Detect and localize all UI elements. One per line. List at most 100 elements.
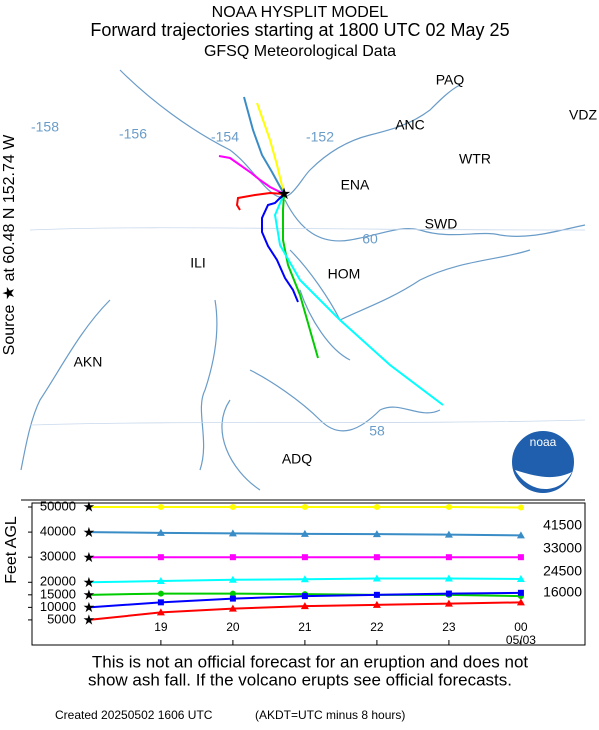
footer-line: This is not an official forecast for an … <box>92 652 529 671</box>
place-label: ILI <box>190 255 206 271</box>
point <box>372 530 381 538</box>
point <box>373 504 380 511</box>
point <box>300 529 309 537</box>
point <box>157 590 164 597</box>
point <box>229 590 236 597</box>
point <box>229 554 236 561</box>
point <box>157 599 164 606</box>
x-tick-label: 22 <box>370 620 384 634</box>
trajectory <box>261 193 299 303</box>
source-star: ★ <box>83 612 96 628</box>
y-axis-label: Feet AGL <box>3 516 20 584</box>
y-tick-label: 40000 <box>40 524 76 539</box>
lat-label: 60 <box>362 231 378 247</box>
x-tick-label: 20 <box>226 620 240 634</box>
point <box>445 554 452 561</box>
point <box>517 554 524 561</box>
place-label: SWD <box>425 216 458 232</box>
point <box>372 574 381 582</box>
point <box>301 504 308 511</box>
noaa-logo: noaa <box>510 429 576 495</box>
trajectory <box>282 193 319 359</box>
place-label: ADQ <box>282 451 312 467</box>
source-star: ★ <box>277 186 291 203</box>
point <box>229 504 236 511</box>
trajectory <box>256 102 285 195</box>
title-line: Forward trajectories starting at 1800 UT… <box>90 20 509 40</box>
latitude-line <box>29 227 586 426</box>
point <box>156 528 165 536</box>
point <box>228 529 237 537</box>
y-tick-label: 20000 <box>40 574 76 589</box>
x-tick-label: 23 <box>442 620 456 634</box>
height-label: 24500 <box>543 563 582 579</box>
chart-frame <box>31 502 586 646</box>
y-tick-label: 10000 <box>40 599 76 614</box>
height-label: 16000 <box>543 584 582 600</box>
point <box>301 554 308 561</box>
source-star: ★ <box>83 524 96 540</box>
point <box>157 554 164 561</box>
point <box>300 575 309 583</box>
y-tick-label: 50000 <box>40 498 76 513</box>
height-label: 41500 <box>543 517 582 533</box>
point <box>156 608 165 616</box>
time-note: (AKDT=UTC minus 8 hours) <box>255 708 405 722</box>
point <box>444 599 453 607</box>
source-star: ★ <box>83 599 96 615</box>
created-text: Created 20250502 1606 UTC <box>55 708 213 722</box>
point <box>157 504 164 511</box>
map: -158 -156 -154 -152 60 58 PAQ ANC VDZ WT… <box>20 69 597 501</box>
height-label: 33000 <box>543 540 582 556</box>
logo-text: noaa <box>530 435 557 449</box>
point <box>444 530 453 538</box>
point <box>445 590 452 597</box>
y-tick-label: 15000 <box>40 586 76 601</box>
lat-label: 58 <box>369 423 385 439</box>
lon-label: -158 <box>31 119 59 135</box>
point <box>373 591 380 598</box>
point <box>372 600 381 608</box>
place-label: ENA <box>341 177 370 193</box>
point <box>156 577 165 585</box>
source-star: ★ <box>83 574 96 590</box>
title-line: GFSQ Meteorological Data <box>204 43 396 60</box>
lon-label: -156 <box>119 126 147 142</box>
point <box>516 531 525 539</box>
place-label: WTR <box>459 151 491 167</box>
place-label: HOM <box>328 266 361 282</box>
trajectory <box>243 96 285 195</box>
point <box>516 575 525 583</box>
point <box>516 598 525 606</box>
coastline <box>20 69 586 491</box>
map-frame <box>20 70 586 501</box>
place-label: PAQ <box>436 72 465 88</box>
point <box>300 602 309 610</box>
point <box>444 574 453 582</box>
y-tick-label: 30000 <box>40 549 76 564</box>
source-label: Source ★ at 60.48 N 152.74 W <box>1 134 18 356</box>
x-tick-label: 21 <box>298 620 312 634</box>
lon-label: -154 <box>211 129 239 145</box>
lon-label: -152 <box>306 129 334 145</box>
trajectory <box>218 155 285 195</box>
y-tick-label: 5000 <box>47 611 76 626</box>
x-tick-label: 00 <box>514 620 528 634</box>
x-date-label: 05/03 <box>506 633 536 647</box>
footer-line: show ash fall. If the volcano erupts see… <box>88 670 512 689</box>
trajectory <box>273 193 444 406</box>
source-star: ★ <box>83 587 96 603</box>
point <box>228 604 237 612</box>
source-star: ★ <box>83 499 96 515</box>
place-label: VDZ <box>569 107 597 123</box>
point <box>373 554 380 561</box>
point <box>517 504 524 511</box>
point <box>229 595 236 602</box>
title-line: NOAA HYSPLIT MODEL <box>212 4 389 21</box>
point <box>445 504 452 511</box>
x-tick-label: 19 <box>154 620 168 634</box>
trajectory <box>235 191 285 211</box>
source-star: ★ <box>83 549 96 565</box>
